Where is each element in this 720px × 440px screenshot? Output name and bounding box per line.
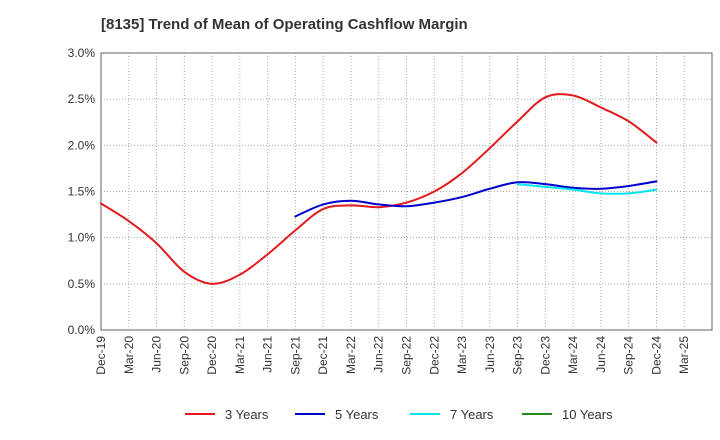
y-tick-label: 0.5% xyxy=(68,277,96,291)
x-tick-label: Mar-21 xyxy=(233,336,247,374)
x-tick-label: Mar-20 xyxy=(122,336,136,374)
y-tick-label: 0.0% xyxy=(68,323,96,337)
x-tick-label: Dec-21 xyxy=(316,336,330,375)
x-tick-label: Dec-24 xyxy=(649,336,663,375)
legend-item: 3 Years xyxy=(185,404,268,424)
x-tick-label: Dec-20 xyxy=(205,336,219,375)
legend-swatch xyxy=(410,413,440,415)
legend-swatch xyxy=(295,413,325,415)
y-tick-label: 2.5% xyxy=(68,92,96,106)
series-line-7-years xyxy=(516,183,658,195)
legend-item: 10 Years xyxy=(522,404,613,424)
legend-label: 3 Years xyxy=(225,406,269,422)
x-tick-label: Jun-24 xyxy=(594,336,608,373)
x-tick-label: Dec-23 xyxy=(538,336,552,375)
plot-border xyxy=(100,52,713,331)
y-tick-label: 2.0% xyxy=(68,138,96,152)
x-tick-label: Sep-20 xyxy=(177,336,191,375)
x-tick-label: Jun-21 xyxy=(261,336,275,373)
y-tick-label: 1.0% xyxy=(68,231,96,245)
y-tick-label: 1.5% xyxy=(68,185,96,199)
legend-swatch xyxy=(185,413,215,415)
x-tick-label: Sep-21 xyxy=(288,336,302,375)
x-tick-label: Sep-22 xyxy=(400,336,414,375)
legend-label: 7 Years xyxy=(450,406,494,422)
legend-swatch xyxy=(522,413,552,415)
x-tick-label: Mar-25 xyxy=(677,336,691,374)
x-tick-label: Jun-22 xyxy=(372,336,386,373)
x-tick-label: Dec-22 xyxy=(427,336,441,375)
legend-label: 10 Years xyxy=(562,406,613,422)
legend-item: 5 Years xyxy=(295,404,378,424)
legend-item: 7 Years xyxy=(410,404,493,424)
legend-label: 5 Years xyxy=(335,406,379,422)
x-tick-label: Mar-22 xyxy=(344,336,358,374)
x-tick-label: Jun-23 xyxy=(483,336,497,373)
series-line-5-years xyxy=(294,180,658,218)
legend: 3 Years 5 Years 7 Years 10 Years xyxy=(0,404,720,426)
x-tick-label: Sep-24 xyxy=(622,336,636,375)
chart-title: [8135] Trend of Mean of Operating Cashfl… xyxy=(101,16,468,33)
x-tick-label: Mar-23 xyxy=(455,336,469,374)
series-line-3-years xyxy=(100,93,658,285)
x-tick-label: Dec-19 xyxy=(94,336,108,375)
x-tick-label: Sep-23 xyxy=(511,336,525,375)
x-tick-label: Jun-20 xyxy=(150,336,164,373)
x-tick-label: Mar-24 xyxy=(566,336,580,374)
y-tick-label: 3.0% xyxy=(68,46,96,60)
